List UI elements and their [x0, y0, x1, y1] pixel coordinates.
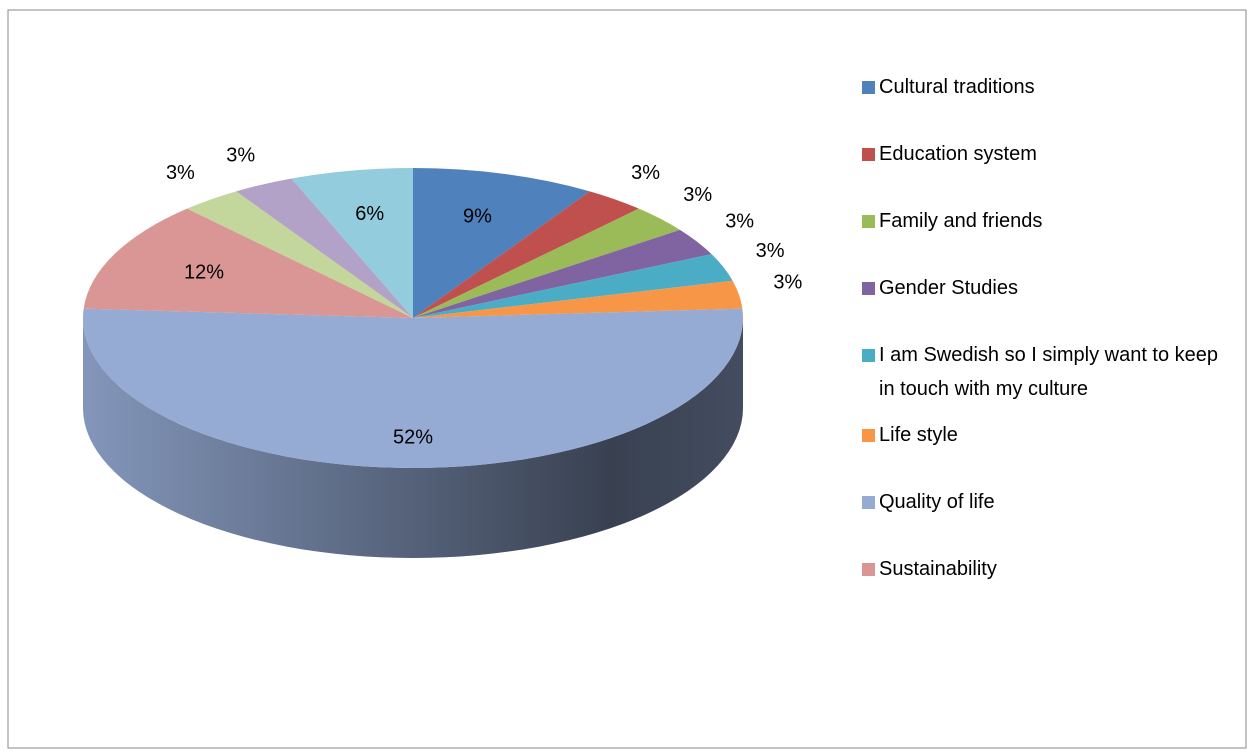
slice-side-shade: [83, 318, 743, 558]
legend-label: Family and friends: [879, 210, 1043, 232]
slice: [413, 208, 680, 318]
data-label: 3%: [756, 240, 785, 262]
slice: [187, 191, 413, 318]
legend-label: I am Swedish so I simply want to keep in…: [879, 344, 1219, 400]
legend-item: Family and friends: [862, 204, 1232, 271]
legend-item: Education system: [862, 137, 1232, 204]
chart-frame: [7, 9, 1247, 749]
legend-swatch: [862, 282, 875, 295]
data-label: 3%: [166, 162, 195, 184]
legend-item: Cultural traditions: [862, 70, 1232, 137]
legend-item: Sustainability: [862, 552, 1232, 619]
data-label: 3%: [226, 145, 255, 167]
slice: [413, 168, 590, 318]
legend-item: Quality of life: [862, 485, 1232, 552]
data-label: 12%: [184, 262, 224, 284]
data-label: 6%: [355, 203, 384, 225]
data-label: 3%: [773, 271, 802, 293]
legend-swatch: [862, 496, 875, 509]
legend-label: Life style: [879, 424, 958, 446]
legend-swatch: [862, 215, 875, 228]
legend-swatch: [862, 81, 875, 94]
legend-label: Quality of life: [879, 491, 995, 513]
legend-label: Gender Studies: [879, 277, 1018, 299]
slice: [413, 229, 712, 318]
slice: [413, 191, 639, 318]
data-label: 52%: [393, 426, 433, 448]
legend-label: Sustainability: [879, 558, 997, 580]
legend-swatch: [862, 148, 875, 161]
data-label: 9%: [463, 205, 492, 227]
legend-swatch: [862, 563, 875, 576]
data-label: 3%: [683, 184, 712, 206]
legend: Cultural traditions Education system Famil…: [862, 70, 1232, 619]
legend-swatch: [862, 349, 875, 362]
data-label: 3%: [631, 162, 660, 184]
legend-item: I am Swedish so I simply want to keep in…: [862, 338, 1232, 418]
slice: [291, 168, 413, 318]
legend-item: Gender Studies: [862, 271, 1232, 338]
slice: [413, 280, 743, 318]
slice: [413, 254, 733, 318]
data-label: 3%: [725, 210, 754, 232]
slice: [236, 178, 413, 318]
legend-label: Cultural traditions: [879, 76, 1035, 98]
legend-label: Education system: [879, 143, 1037, 165]
legend-item: Life style: [862, 418, 1232, 485]
slice: [83, 308, 744, 469]
slice: [83, 208, 413, 318]
legend-swatch: [862, 429, 875, 442]
